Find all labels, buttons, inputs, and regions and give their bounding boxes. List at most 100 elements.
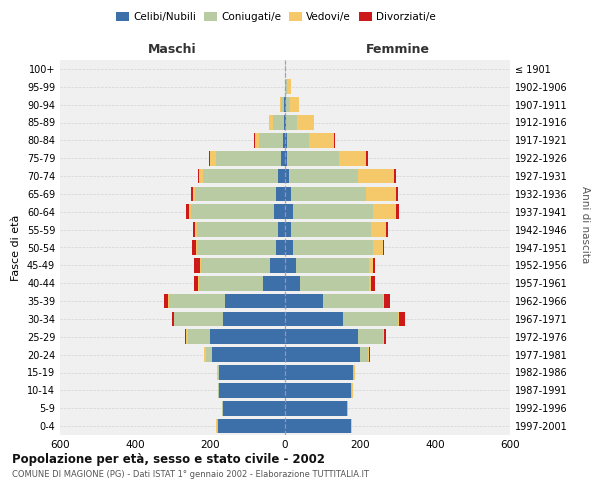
Bar: [285, 365, 353, 380]
Bar: [168, 294, 169, 308]
Bar: [286, 98, 290, 112]
Bar: [285, 276, 300, 290]
Bar: [164, 294, 168, 308]
Bar: [220, 383, 285, 398]
Bar: [275, 240, 285, 255]
Bar: [371, 276, 375, 290]
Bar: [285, 62, 286, 76]
Bar: [398, 312, 400, 326]
Bar: [323, 294, 383, 308]
Bar: [285, 419, 350, 434]
Bar: [287, 80, 291, 94]
Bar: [223, 401, 285, 415]
Bar: [194, 258, 200, 272]
Bar: [285, 222, 290, 237]
Bar: [285, 401, 347, 415]
Bar: [365, 186, 395, 201]
Bar: [216, 419, 217, 434]
Bar: [289, 168, 358, 184]
Bar: [395, 204, 400, 219]
Bar: [218, 419, 285, 434]
Bar: [195, 186, 275, 201]
Bar: [197, 222, 277, 237]
Bar: [185, 330, 187, 344]
Y-axis label: Fasce di età: Fasce di età: [11, 214, 21, 280]
Bar: [285, 151, 287, 166]
Bar: [283, 133, 285, 148]
Bar: [284, 98, 285, 112]
Bar: [365, 151, 367, 166]
Bar: [383, 330, 385, 344]
Bar: [285, 312, 343, 326]
Bar: [199, 276, 263, 290]
Bar: [196, 240, 197, 255]
Bar: [385, 294, 390, 308]
Bar: [175, 312, 223, 326]
Bar: [285, 294, 323, 308]
Bar: [194, 276, 198, 290]
Bar: [210, 151, 215, 166]
Bar: [285, 383, 350, 398]
Bar: [287, 133, 310, 148]
Bar: [285, 204, 293, 219]
Bar: [285, 133, 287, 148]
Bar: [272, 115, 284, 130]
Text: COMUNE DI MAGIONE (PG) - Dati ISTAT 1° gennaio 2002 - Elaborazione TUTTITALIA.IT: COMUNE DI MAGIONE (PG) - Dati ISTAT 1° g…: [12, 470, 369, 479]
Bar: [200, 258, 270, 272]
Bar: [210, 330, 285, 344]
Text: Femmine: Femmine: [365, 44, 430, 57]
Bar: [285, 330, 358, 344]
Bar: [218, 365, 220, 380]
Bar: [373, 240, 383, 255]
Bar: [400, 312, 405, 326]
Bar: [371, 222, 386, 237]
Bar: [203, 348, 205, 362]
Bar: [198, 276, 199, 290]
Bar: [218, 383, 220, 398]
Bar: [206, 348, 212, 362]
Bar: [284, 115, 285, 130]
Bar: [285, 240, 293, 255]
Bar: [350, 419, 352, 434]
Bar: [199, 168, 203, 184]
Bar: [347, 401, 349, 415]
Bar: [169, 294, 225, 308]
Bar: [274, 204, 285, 219]
Bar: [286, 80, 287, 94]
Bar: [334, 133, 335, 148]
Bar: [287, 151, 340, 166]
Bar: [205, 348, 206, 362]
Bar: [220, 365, 285, 380]
Bar: [285, 258, 296, 272]
Bar: [370, 258, 373, 272]
Bar: [350, 383, 352, 398]
Bar: [280, 98, 281, 112]
Bar: [191, 186, 193, 201]
Bar: [193, 222, 195, 237]
Bar: [212, 348, 285, 362]
Bar: [395, 186, 398, 201]
Bar: [217, 365, 218, 380]
Bar: [343, 312, 398, 326]
Bar: [370, 276, 371, 290]
Bar: [191, 204, 274, 219]
Bar: [270, 258, 285, 272]
Bar: [281, 151, 285, 166]
Bar: [383, 240, 385, 255]
Bar: [286, 115, 298, 130]
Bar: [277, 222, 285, 237]
Bar: [285, 348, 360, 362]
Bar: [190, 204, 191, 219]
Bar: [269, 115, 272, 130]
Bar: [221, 401, 223, 415]
Bar: [385, 330, 386, 344]
Bar: [254, 133, 255, 148]
Bar: [373, 258, 375, 272]
Bar: [195, 222, 197, 237]
Bar: [310, 133, 334, 148]
Legend: Celibi/Nubili, Coniugati/e, Vedovi/e, Divorziati/e: Celibi/Nubili, Coniugati/e, Vedovi/e, Di…: [112, 8, 440, 26]
Bar: [263, 276, 285, 290]
Bar: [358, 168, 394, 184]
Bar: [290, 98, 299, 112]
Bar: [373, 204, 395, 219]
